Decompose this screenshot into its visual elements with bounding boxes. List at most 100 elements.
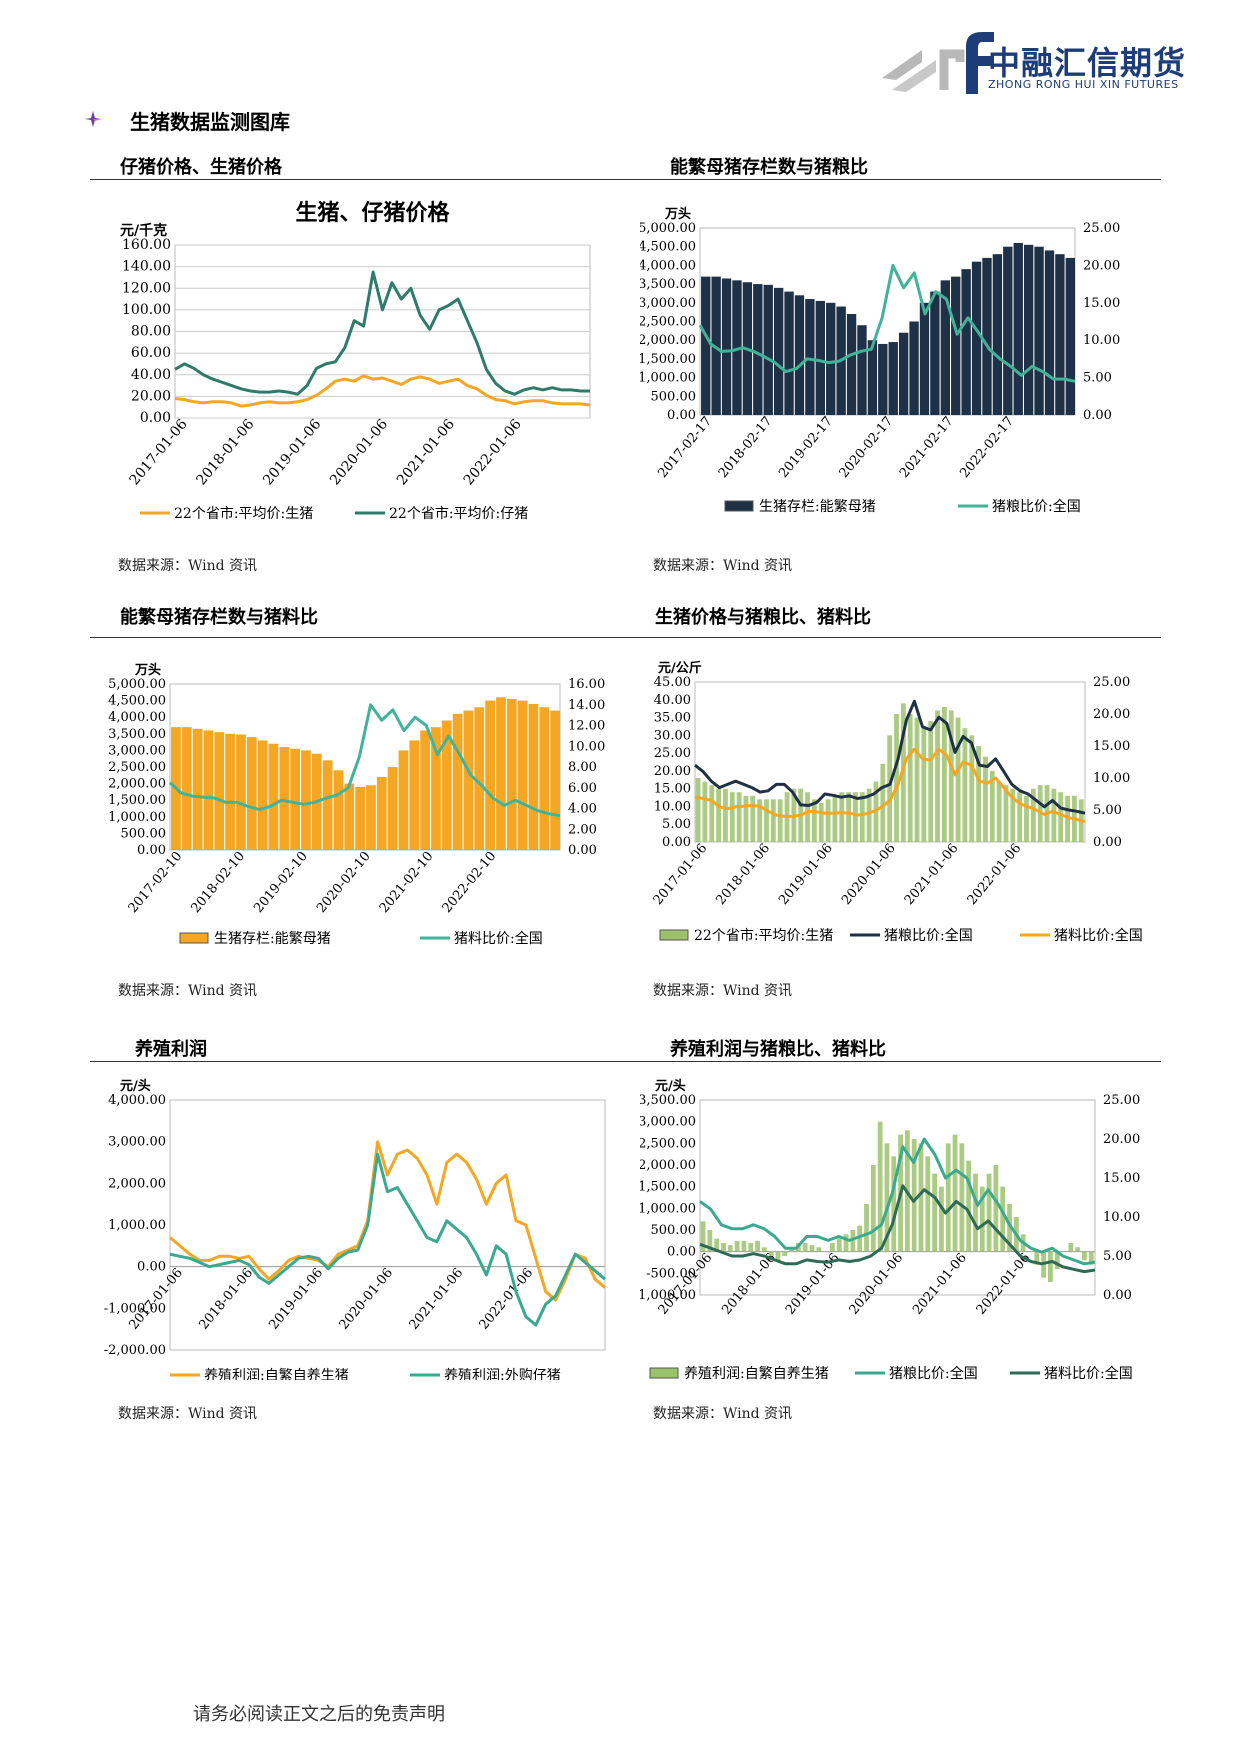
y-tick-label: 0.00 (667, 408, 696, 423)
y2-tick-label: 5.00 (1083, 371, 1112, 386)
x-tick-label: 2019-02-17 (776, 414, 836, 481)
series-line (699, 1184, 1096, 1274)
y-tick-label: 40.00 (131, 367, 171, 383)
x-tick-label: 2021-01-06 (394, 416, 458, 488)
panel-title-2: 能繁母猪存栏数与猪粮比 (670, 157, 868, 178)
y2-tick-label: 16.00 (568, 677, 605, 692)
x-tick-label: 2020-01-06 (839, 841, 899, 908)
source-4: 数据来源：Wind 资讯 (653, 983, 793, 999)
y-tick-label: 2,500.00 (640, 1136, 696, 1151)
y-tick-label: 3,500.00 (108, 727, 166, 742)
y-axis-label: 元/公斤 (658, 660, 702, 676)
x-tick-label: 2020-01-06 (337, 1266, 397, 1333)
series-line (169, 1152, 606, 1327)
bar (805, 299, 815, 415)
bar (387, 767, 398, 850)
bar (867, 340, 878, 415)
y2-tick-label: 20.00 (1083, 258, 1120, 273)
bar (257, 740, 268, 850)
x-tick-label: 2021-01-06 (902, 841, 962, 908)
legend-label: 22个省市:平均价:仔猪 (389, 505, 528, 522)
bar (832, 795, 838, 842)
y-tick-label: 5,000.00 (108, 677, 166, 692)
y-tick-label: -1,000.00 (640, 1288, 696, 1303)
bar (816, 1247, 822, 1252)
bar (344, 783, 355, 850)
y2-tick-label: 10.00 (1103, 1210, 1140, 1225)
bar (333, 770, 344, 850)
bar (935, 710, 940, 842)
x-tick-label: 2020-02-10 (314, 849, 374, 916)
chart-sow-inventory-feed-ratio: 0.00 500.001,000.00 1,500.002,000.00 2,500.… (108, 662, 605, 947)
y2-tick-label: 15.00 (1103, 1171, 1140, 1186)
y2-tick-label: 15.00 (1093, 739, 1130, 754)
bar (952, 1134, 958, 1252)
x-tick-label: 2021-02-10 (377, 849, 437, 916)
bar (969, 735, 975, 842)
bar (707, 1230, 713, 1252)
bar (846, 314, 857, 415)
bar (825, 799, 831, 842)
bar (1000, 1186, 1006, 1252)
bar (777, 799, 783, 842)
y2-tick-label: 5.00 (1093, 803, 1122, 818)
bar (782, 1251, 788, 1256)
bar (1024, 795, 1029, 842)
bar (768, 1251, 774, 1256)
bar (409, 740, 420, 850)
bar (859, 792, 865, 842)
y2-tick-label: 0.00 (568, 843, 597, 858)
bar (755, 1240, 760, 1252)
bar (1048, 1251, 1053, 1282)
bar (843, 1234, 849, 1252)
bar (891, 1156, 897, 1252)
x-tick-label: 2018-01-06 (719, 1251, 779, 1318)
bar (1010, 788, 1016, 842)
bar (1003, 246, 1013, 415)
bar (714, 1238, 720, 1252)
bar (181, 727, 192, 850)
bar (898, 332, 909, 415)
bar (928, 721, 934, 842)
legend-label: 猪粮比价:全国 (992, 498, 1081, 515)
bar (857, 325, 867, 415)
bar (857, 1225, 863, 1252)
series-line (694, 699, 1086, 815)
bar (887, 735, 893, 842)
y2-tick-label: 12.00 (568, 719, 605, 734)
bar (268, 743, 279, 850)
bar (753, 284, 763, 415)
bar (948, 710, 954, 842)
source-3: 数据来源：Wind 资讯 (118, 983, 258, 999)
chart-title: 生猪、仔猪价格 (295, 200, 450, 226)
bar (962, 728, 968, 842)
bar (870, 1165, 876, 1252)
y-tick-label: 0.00 (137, 1260, 166, 1275)
y-tick-label: 2,500.00 (108, 760, 166, 775)
divider (90, 179, 1161, 180)
y-tick-label: 1,000.00 (108, 810, 166, 825)
y2-tick-label: 20.00 (1103, 1132, 1140, 1147)
x-tick-label: 2022-01-06 (965, 841, 1025, 908)
bar (888, 342, 898, 415)
y2-tick-label: 10.00 (568, 739, 605, 754)
bar (506, 698, 517, 850)
y-tick-label: 40.00 (654, 693, 691, 708)
bar (853, 792, 858, 842)
bar (932, 1173, 937, 1252)
bar (836, 1238, 842, 1252)
bar (709, 785, 715, 842)
bar (925, 1156, 931, 1252)
y-tick-label: 3,000.00 (108, 1135, 166, 1150)
y-tick-label: 1,500.00 (640, 1180, 696, 1195)
legend-label: 22个省市:平均价:生猪 (174, 505, 313, 522)
legend-label: 养殖利润:外购仔猪 (444, 1367, 561, 1380)
x-tick-label: 2017-01-06 (127, 416, 191, 488)
bar (939, 1186, 944, 1252)
bar (909, 321, 919, 415)
y-tick-label: 0.00 (662, 835, 691, 850)
y2-tick-label: 0.00 (1093, 835, 1122, 850)
bar (1023, 244, 1034, 415)
bar (695, 778, 701, 842)
x-tick-label: 2020-01-06 (327, 416, 391, 488)
